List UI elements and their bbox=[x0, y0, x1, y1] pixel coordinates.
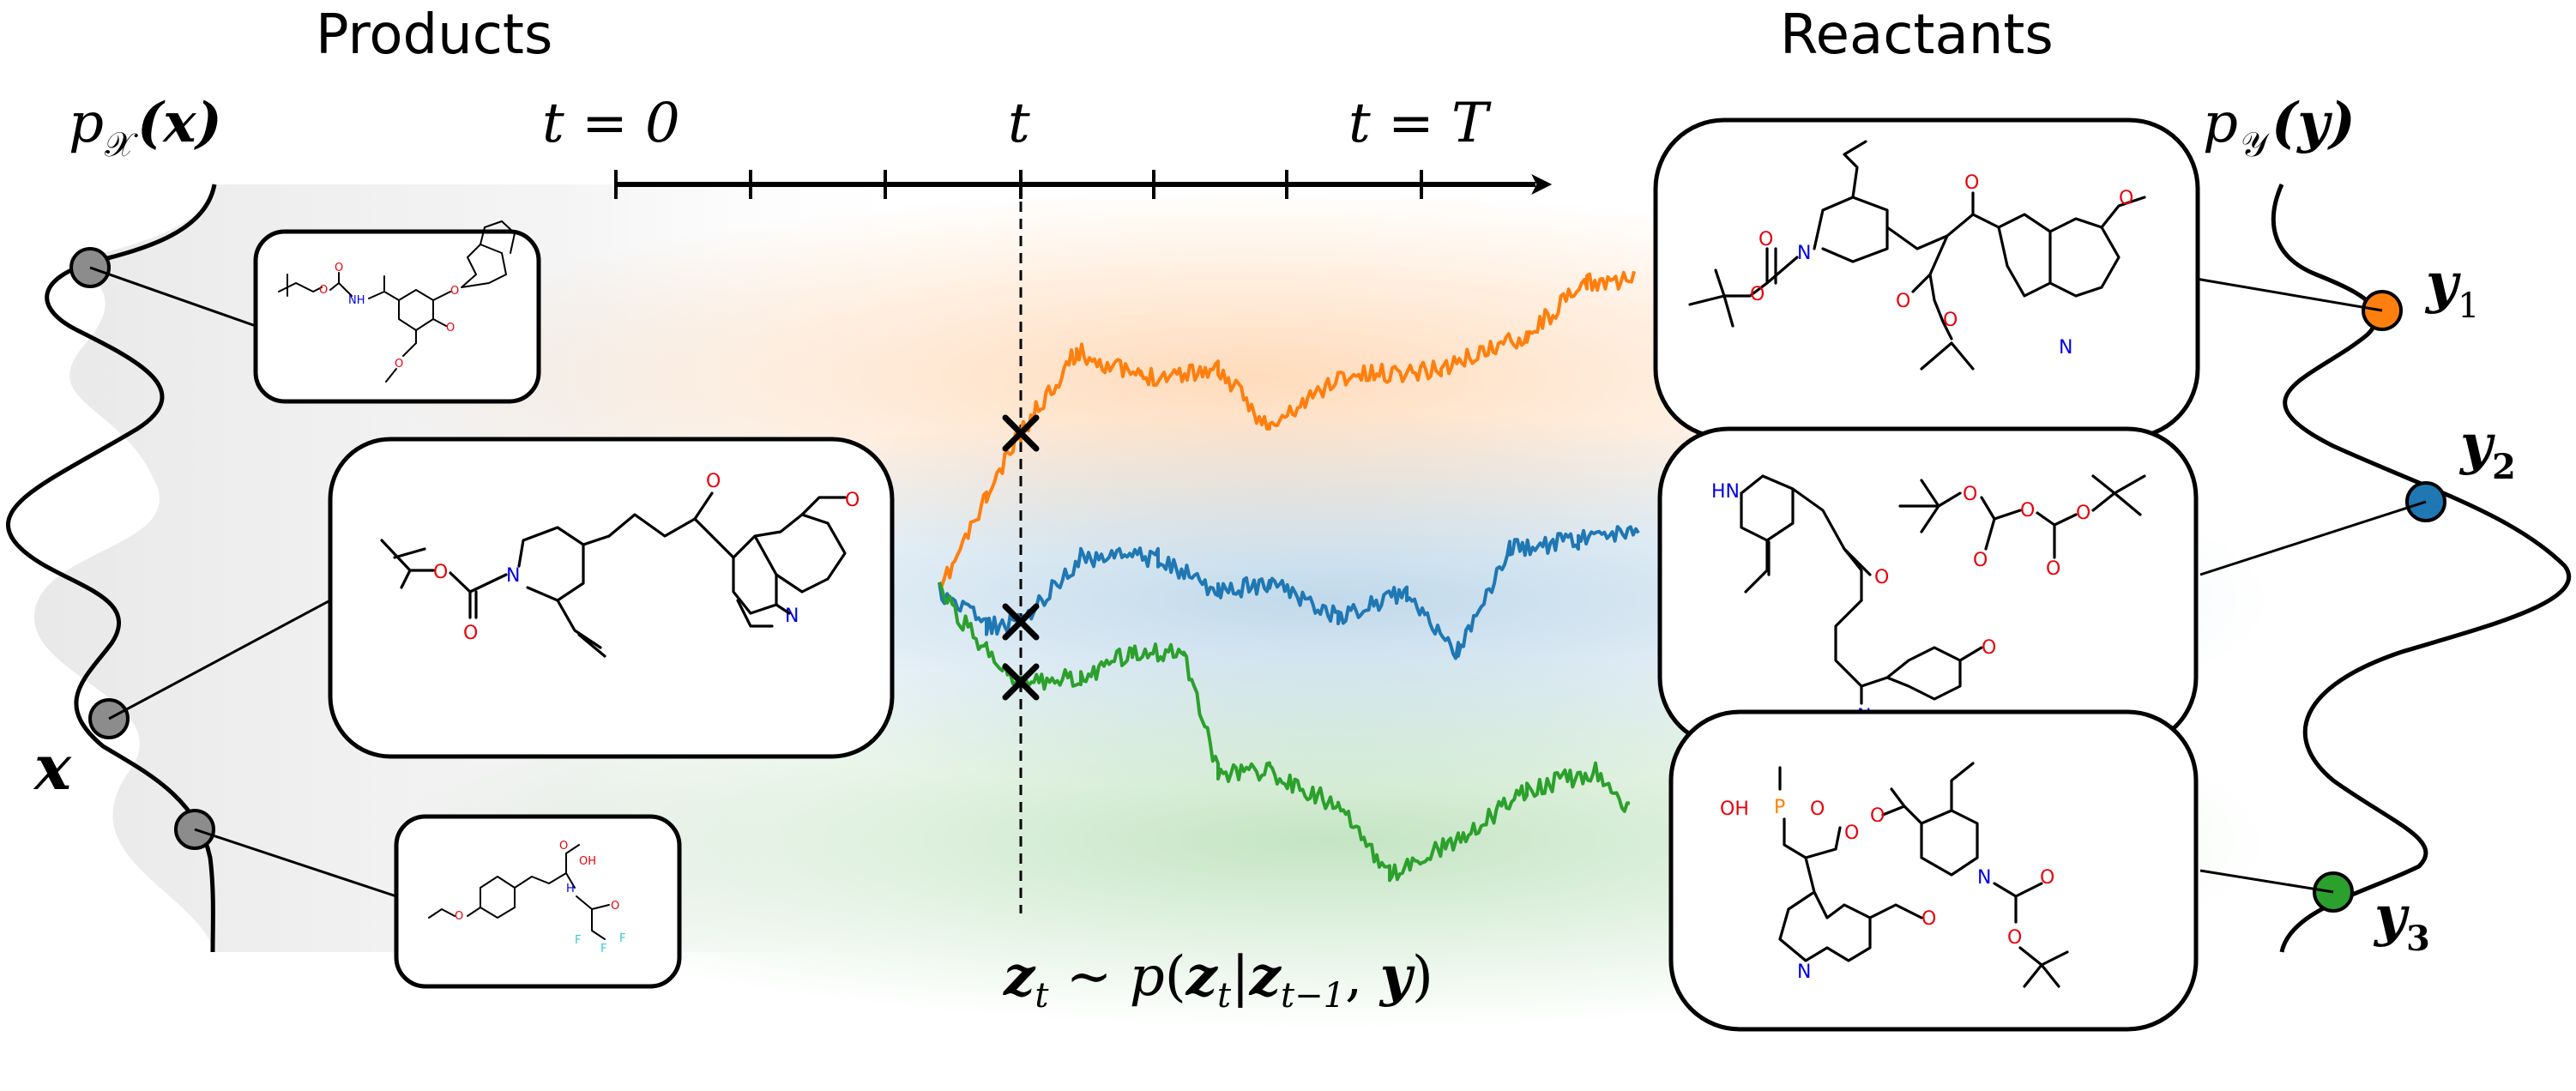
svg-text:O: O bbox=[335, 262, 343, 274]
svg-text:N: N bbox=[1797, 961, 1811, 983]
svg-text:H: H bbox=[566, 883, 575, 895]
y2-label: y 2 bbox=[2458, 413, 2516, 487]
svg-text:HN: HN bbox=[1711, 481, 1740, 503]
y1-label: y 1 bbox=[2424, 251, 2479, 326]
reactant-card-y1[interactable]: O O N O O O O N bbox=[1653, 118, 2200, 440]
reactant-card-y2[interactable]: HN O N O O O O O O bbox=[1657, 426, 2199, 749]
svg-text:y: y bbox=[2373, 884, 2410, 949]
svg-text:N: N bbox=[1977, 867, 1991, 889]
svg-text:O: O bbox=[455, 910, 463, 923]
molecule-product-main: O O N O O N bbox=[380, 471, 860, 658]
connector-y2 bbox=[2199, 500, 2427, 576]
svg-text:y: y bbox=[2458, 413, 2495, 477]
reactant-card-y3[interactable]: OH P O O N O O N O O bbox=[1668, 709, 2199, 1032]
reactants-title: Reactants bbox=[1780, 3, 2054, 67]
svg-text:O: O bbox=[2119, 188, 2133, 209]
svg-text:O: O bbox=[2007, 927, 2022, 949]
svg-text:zt ∼ p(zt|zt−1, y): zt ∼ p(zt|zt−1, y) bbox=[1003, 944, 1433, 1016]
svg-text:𝒳: 𝒳 bbox=[105, 125, 138, 165]
svg-text:p: p bbox=[69, 92, 104, 155]
svg-text:(x): (x) bbox=[137, 91, 222, 155]
svg-text:O: O bbox=[559, 840, 568, 853]
svg-text:(y): (y) bbox=[2271, 91, 2356, 155]
time-end-label: t = T bbox=[1348, 92, 1492, 155]
transition-formula: zt ∼ p(zt|zt−1, y) bbox=[1003, 944, 1433, 1016]
svg-text:N: N bbox=[1797, 243, 1811, 264]
svg-text:O: O bbox=[395, 358, 403, 371]
svg-text:N: N bbox=[2059, 337, 2072, 359]
svg-text:OH: OH bbox=[1720, 799, 1749, 820]
svg-text:P: P bbox=[1774, 797, 1785, 818]
svg-text:2: 2 bbox=[2492, 447, 2516, 487]
trajectory-orange bbox=[938, 270, 1636, 588]
svg-text:p: p bbox=[2203, 92, 2238, 155]
time-axis: t = 0 t t = T bbox=[542, 92, 1553, 913]
svg-text:F: F bbox=[575, 934, 581, 947]
product-card-main[interactable]: O O N O O N bbox=[328, 437, 895, 759]
connector-x bbox=[108, 599, 331, 720]
trajectory-green bbox=[938, 582, 1631, 883]
svg-text:O: O bbox=[433, 562, 448, 583]
svg-text:O: O bbox=[1982, 637, 1996, 659]
svg-text:O: O bbox=[611, 900, 619, 913]
svg-text:F: F bbox=[600, 943, 606, 955]
svg-text:1: 1 bbox=[2458, 286, 2479, 326]
connector-bottom bbox=[194, 828, 397, 898]
molecule-reactant-y3: OH P O O N O O N O O bbox=[1720, 762, 2069, 988]
svg-text:y: y bbox=[2424, 251, 2461, 316]
svg-text:O: O bbox=[1963, 484, 1977, 505]
svg-text:N: N bbox=[506, 565, 520, 587]
svg-text:3: 3 bbox=[2406, 919, 2430, 959]
connector-y3 bbox=[2199, 869, 2334, 894]
svg-text:O: O bbox=[2040, 867, 2054, 889]
time-start-label: t = 0 bbox=[542, 92, 680, 155]
connector-y1 bbox=[2195, 277, 2383, 312]
product-card-bottom[interactable]: O O OH H O F F F bbox=[394, 814, 682, 989]
cross-marker-orange bbox=[1002, 414, 1040, 452]
svg-text:N: N bbox=[785, 606, 799, 627]
connector-top bbox=[89, 266, 256, 328]
x-label: x bbox=[33, 731, 72, 804]
svg-text:F: F bbox=[619, 932, 625, 945]
svg-text:O: O bbox=[1874, 567, 1889, 588]
product-card-top[interactable]: O O NH O O O bbox=[253, 220, 541, 404]
svg-text:𝒴: 𝒴 bbox=[2241, 125, 2270, 165]
y3-label: y 3 bbox=[2373, 884, 2430, 959]
cross-marker-blue bbox=[1002, 603, 1040, 641]
svg-text:O: O bbox=[319, 284, 328, 297]
products-title: Products bbox=[316, 3, 552, 67]
svg-text:O: O bbox=[1759, 229, 1773, 250]
px-label: p 𝒳 (x) bbox=[69, 91, 222, 165]
svg-text:O: O bbox=[1870, 805, 1885, 827]
svg-text:O: O bbox=[446, 322, 455, 335]
molecule-product-top: O O NH O O O bbox=[278, 220, 516, 383]
svg-text:O: O bbox=[1973, 550, 1988, 571]
svg-text:O: O bbox=[2046, 558, 2060, 580]
svg-text:OH: OH bbox=[579, 855, 596, 868]
svg-text:O: O bbox=[463, 623, 478, 644]
svg-text:O: O bbox=[1964, 172, 1979, 194]
trajectories bbox=[938, 270, 1640, 883]
trajectory-blue bbox=[938, 525, 1640, 660]
svg-text:O: O bbox=[845, 490, 860, 511]
molecule-product-bottom: O O OH H O F F F bbox=[428, 840, 625, 955]
svg-text:O: O bbox=[1943, 310, 1958, 331]
svg-text:O: O bbox=[1896, 291, 1910, 312]
svg-text:O: O bbox=[450, 285, 459, 298]
svg-text:O: O bbox=[2020, 500, 2035, 521]
svg-text:NH: NH bbox=[348, 294, 365, 307]
cross-marker-green bbox=[1002, 663, 1040, 701]
svg-text:O: O bbox=[1810, 799, 1825, 820]
product-density-curve bbox=[6, 184, 217, 953]
svg-text:O: O bbox=[2076, 503, 2090, 524]
py-label: p 𝒴 (y) bbox=[2203, 91, 2356, 165]
svg-text:O: O bbox=[706, 471, 721, 492]
svg-text:O: O bbox=[1921, 908, 1936, 930]
svg-text:O: O bbox=[1844, 823, 1859, 844]
molecule-reactant-y1: O O N O O O O N bbox=[1688, 140, 2146, 371]
time-mid-label: t bbox=[1008, 92, 1030, 155]
svg-text:O: O bbox=[1750, 284, 1765, 305]
cross-markers bbox=[1002, 414, 1040, 701]
